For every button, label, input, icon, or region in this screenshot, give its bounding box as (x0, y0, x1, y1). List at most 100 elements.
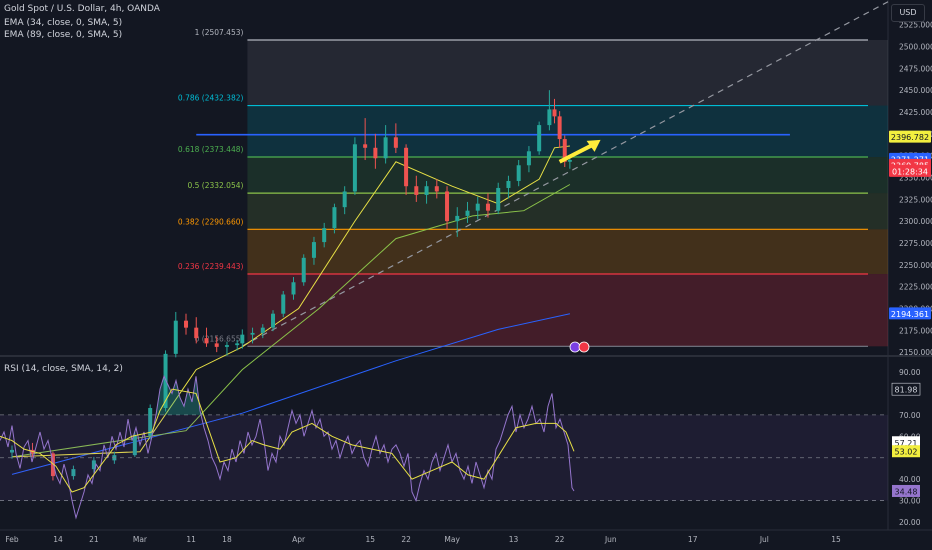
candle (184, 313, 189, 335)
candle-body (552, 109, 557, 117)
symbol-legend[interactable]: Gold Spot / U.S. Dollar, 4h, OANDA (4, 4, 160, 14)
candle (260, 324, 265, 339)
candle-body (537, 125, 542, 152)
time-tick-label: 22 (555, 535, 565, 544)
candle (506, 175, 511, 199)
candle (50, 451, 55, 481)
price-label-text: 2396.782 (891, 133, 929, 142)
candle-body (557, 116, 562, 140)
candle-body (496, 187, 501, 211)
direction-arrow-shaft (558, 142, 596, 164)
time-tick-label: 15 (365, 535, 375, 544)
price-tick-label: 2225.000 (899, 283, 932, 292)
candle (291, 277, 296, 300)
rsi-legend[interactable]: RSI (14, close, SMA, 14, 2) (4, 364, 123, 374)
price-tick-label: 2275.000 (899, 239, 932, 248)
candle-body (184, 320, 189, 328)
time-tick-label: May (444, 535, 460, 544)
candle-body (424, 186, 429, 195)
price-label-text: 2194.361 (891, 310, 929, 319)
candle (271, 310, 276, 332)
candle (475, 196, 480, 220)
candle (496, 182, 501, 215)
candle (552, 98, 557, 124)
candle (235, 339, 240, 351)
candle (537, 121, 542, 155)
candle-body (445, 191, 450, 222)
rsi-line (0, 374, 575, 520)
time-tick-label: Mar (133, 535, 148, 544)
rsi-tick-label: 30.00 (899, 497, 921, 506)
candles-group (10, 90, 572, 481)
rsi-label-bg (892, 445, 920, 458)
time-tick-label: 13 (509, 535, 519, 544)
candle-body (260, 327, 265, 333)
candle (132, 432, 137, 457)
ema89-legend[interactable]: EMA (89, close, 0, SMA, 5) (4, 30, 123, 40)
candle-body (383, 137, 388, 159)
candle-body (475, 203, 480, 211)
candle-body (404, 147, 409, 187)
rsi-overbought-fill (155, 376, 205, 415)
candle (414, 175, 419, 202)
rsi-tick-label: 20.00 (899, 518, 921, 527)
rsi-label-text: 53.02 (895, 448, 918, 457)
price-tick-label: 2525.000 (899, 21, 932, 30)
candle-body (526, 151, 531, 166)
candle-body (148, 407, 153, 436)
time-tick-label: 18 (222, 535, 232, 544)
candle (240, 329, 245, 349)
time-tick-label: 11 (186, 535, 196, 544)
fib-level-label: 0 (2156.655) (195, 334, 244, 343)
candle-body (91, 460, 96, 470)
price-label-bg (889, 164, 931, 177)
candle-body (567, 160, 572, 162)
candle (363, 118, 368, 161)
rsi-label-text: 57.21 (895, 439, 918, 448)
flag-icon (578, 341, 590, 353)
candle-body (363, 144, 368, 148)
currency-button[interactable]: USD (891, 4, 925, 22)
candle-body (132, 435, 137, 456)
candle-body (250, 332, 255, 335)
candle-body (301, 257, 306, 283)
price-tick-label: 2175.000 (899, 326, 932, 335)
candle (204, 327, 209, 347)
time-tick-label: Jul (759, 535, 769, 544)
candle-body (163, 353, 168, 408)
candle (465, 201, 470, 223)
candle (516, 160, 521, 187)
rsi-label-bg (891, 382, 921, 396)
fib-level-label: 0.786 (2432.382) (178, 94, 244, 103)
candle (214, 336, 219, 353)
time-tick-label: 21 (89, 535, 99, 544)
candle-body (322, 228, 327, 243)
candle-body (194, 327, 199, 339)
candle (332, 203, 337, 234)
price-tick-label: 2325.000 (899, 195, 932, 204)
candle (434, 179, 439, 199)
event-icon (569, 341, 581, 353)
candle-body (311, 242, 316, 258)
candle-body (224, 345, 229, 347)
fib-zone (247, 274, 888, 347)
price-label-bg (889, 307, 931, 320)
candle-body (10, 449, 14, 453)
ema34-legend[interactable]: EMA (34, close, 0, SMA, 5) (4, 18, 123, 28)
candle-body (50, 453, 55, 477)
candle (342, 186, 347, 215)
time-tick-label: 22 (401, 535, 411, 544)
price-label-tag: 2396.782 (889, 130, 931, 143)
candle-body (240, 334, 245, 344)
rsi-label-tag: 53.02 (892, 445, 920, 458)
trendline (242, 1, 889, 347)
candle (250, 327, 255, 344)
time-tick-label: 14 (53, 535, 63, 544)
candle (352, 137, 357, 195)
rsi-label-text: 34.48 (895, 487, 918, 496)
price-tick-label: 2500.000 (899, 43, 932, 52)
candle (311, 236, 316, 265)
candle (547, 90, 552, 131)
